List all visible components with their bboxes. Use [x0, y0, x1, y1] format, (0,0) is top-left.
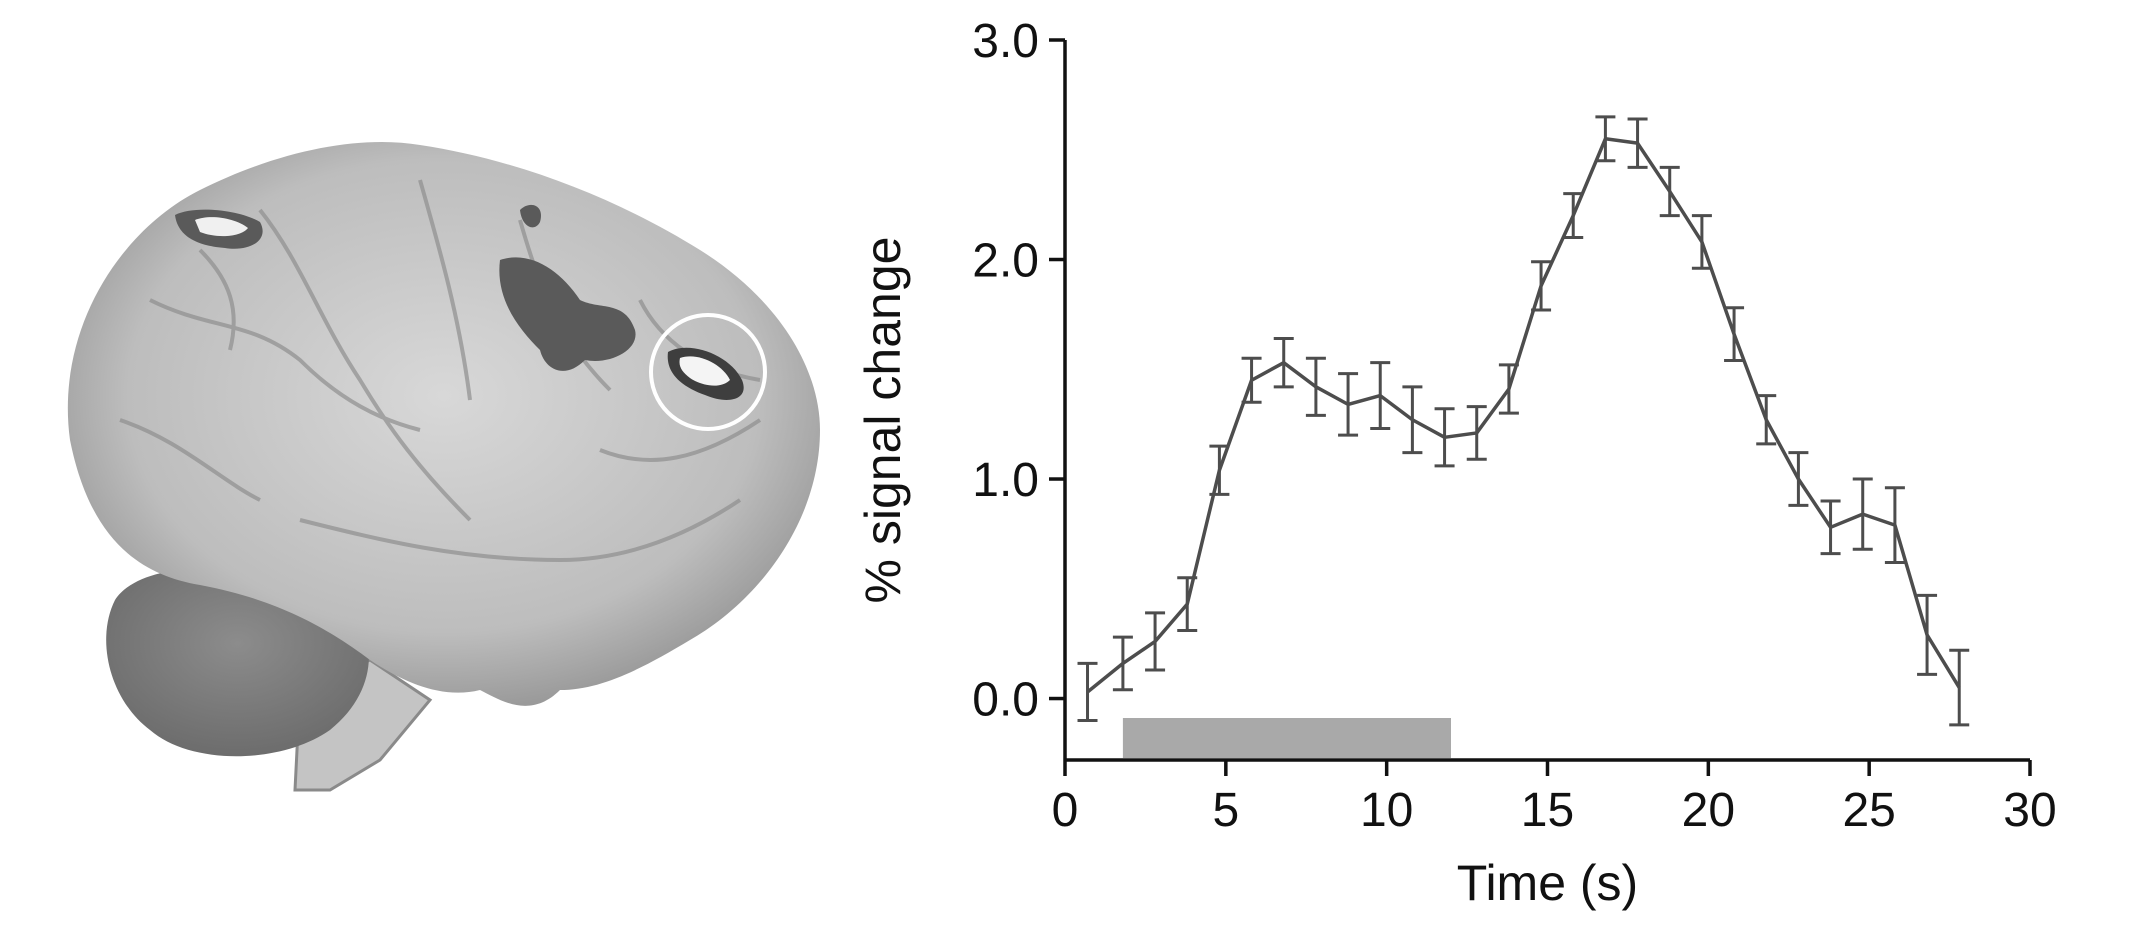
data-point-errorbar: [1338, 372, 1359, 437]
data-point-errorbar: [1241, 356, 1262, 404]
data-point-errorbar: [1112, 635, 1133, 692]
stimulus-bar-group: [1122, 718, 1451, 758]
data-point-errorbar: [1563, 192, 1584, 240]
data-point-errorbar: [1177, 576, 1198, 632]
data-point-errorbar: [1627, 117, 1648, 169]
x-tick-label: 5: [1212, 784, 1239, 837]
y-axis-label: % signal change: [855, 237, 911, 604]
data-point-errorbar: [1852, 477, 1873, 551]
data-point-errorbar: [1370, 361, 1391, 431]
brain-image-panel: [0, 0, 840, 942]
highlighted-activation: [667, 347, 744, 400]
line-chart: 0.0 1.0 2.0 3.0 0 5 10 15 20 25 30 Time (s) % sign…: [855, 15, 2057, 911]
cortex: [67, 142, 821, 706]
series-line: [1086, 137, 1961, 694]
x-tick-label: 0: [1052, 784, 1079, 837]
roi-circle: [649, 313, 767, 431]
y-tick-label: 1.0: [972, 454, 1039, 507]
data-point-errorbar: [1498, 363, 1519, 415]
data-point-errorbar: [1466, 405, 1487, 461]
x-tick-label: 20: [1682, 784, 1735, 837]
data-point-errorbar: [1756, 394, 1777, 446]
y-tick-label: 0.0: [972, 674, 1039, 727]
brain-lateral-view-icon: [67, 142, 821, 792]
x-tick-label: 15: [1521, 784, 1574, 837]
sulci: [119, 179, 762, 563]
axes: 0.0 1.0 2.0 3.0 0 5 10 15 20 25 30: [972, 15, 2056, 837]
x-axis-label: Time (s): [1457, 855, 1638, 911]
data-point-errorbar: [1884, 486, 1905, 564]
data-point-errorbar: [1917, 593, 1938, 676]
data-point-errorbar: [1305, 356, 1326, 417]
x-tick-label: 10: [1360, 784, 1413, 837]
data-point-errorbar: [1209, 444, 1230, 496]
data-point-errorbar: [1788, 451, 1809, 507]
data-point-errorbar: [1145, 611, 1166, 672]
data-point-errorbar: [1595, 115, 1616, 163]
data-point-errorbar: [1273, 337, 1294, 389]
data-point-errorbar: [1724, 306, 1745, 362]
data-point-errorbar: [1077, 661, 1098, 722]
x-tick-label: 25: [1842, 784, 1895, 837]
data-point-errorbar: [1820, 499, 1841, 556]
stimulus-bar: [1122, 718, 1451, 758]
data-point-errorbar: [1659, 165, 1680, 218]
data-point-errorbar: [1691, 214, 1712, 270]
x-tick-label: 30: [2003, 784, 2056, 837]
data-point-errorbar: [1531, 260, 1552, 312]
activation-clusters: [175, 204, 636, 371]
data-point-errorbar: [1434, 407, 1455, 468]
chart-panel: 0.0 1.0 2.0 3.0 0 5 10 15 20 25 30 Time (s) % sign…: [840, 0, 2144, 942]
data-point-errorbar: [1949, 648, 1970, 727]
y-tick-label: 3.0: [972, 15, 1039, 68]
y-tick-label: 2.0: [972, 235, 1039, 288]
series-group: [1077, 115, 1970, 727]
data-point-errorbar: [1402, 385, 1423, 455]
